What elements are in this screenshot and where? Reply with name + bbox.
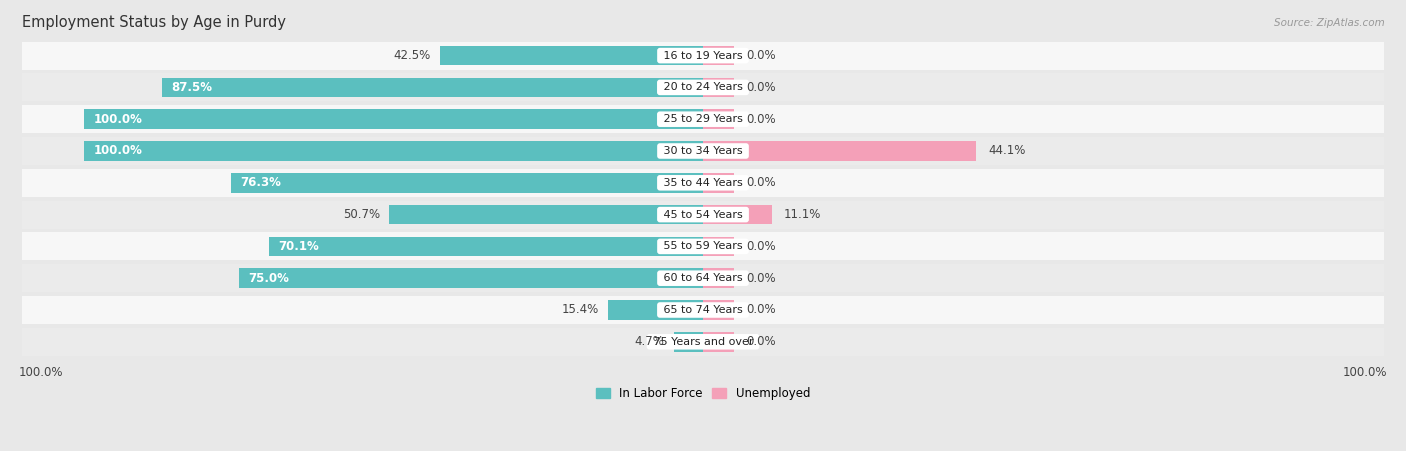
Text: 35 to 44 Years: 35 to 44 Years bbox=[659, 178, 747, 188]
Bar bbox=[703, 268, 734, 288]
Text: 11.1%: 11.1% bbox=[785, 208, 821, 221]
Text: 0.0%: 0.0% bbox=[747, 304, 776, 317]
Bar bbox=[22, 74, 1384, 101]
Text: 45 to 54 Years: 45 to 54 Years bbox=[659, 210, 747, 220]
Text: 44.1%: 44.1% bbox=[988, 144, 1025, 157]
Text: 60 to 64 Years: 60 to 64 Years bbox=[659, 273, 747, 283]
Bar bbox=[703, 236, 734, 256]
Bar bbox=[270, 236, 703, 256]
Text: 50.7%: 50.7% bbox=[343, 208, 380, 221]
Text: 65 to 74 Years: 65 to 74 Years bbox=[659, 305, 747, 315]
Text: 100.0%: 100.0% bbox=[94, 113, 142, 126]
Bar bbox=[703, 46, 734, 65]
Bar bbox=[673, 332, 703, 352]
Bar bbox=[84, 109, 703, 129]
Text: 70.1%: 70.1% bbox=[278, 240, 319, 253]
Text: 0.0%: 0.0% bbox=[747, 49, 776, 62]
Bar bbox=[162, 78, 703, 97]
Bar bbox=[22, 296, 1384, 324]
Bar bbox=[22, 137, 1384, 165]
Text: 30 to 34 Years: 30 to 34 Years bbox=[659, 146, 747, 156]
Text: 0.0%: 0.0% bbox=[747, 113, 776, 126]
Bar bbox=[703, 300, 734, 320]
Text: Employment Status by Age in Purdy: Employment Status by Age in Purdy bbox=[22, 15, 287, 30]
Text: 0.0%: 0.0% bbox=[747, 335, 776, 348]
Bar bbox=[703, 78, 734, 97]
Bar bbox=[703, 173, 734, 193]
Text: 25 to 29 Years: 25 to 29 Years bbox=[659, 114, 747, 124]
Bar bbox=[84, 141, 703, 161]
Bar bbox=[231, 173, 703, 193]
Text: 87.5%: 87.5% bbox=[172, 81, 212, 94]
Bar bbox=[389, 205, 703, 225]
Text: 0.0%: 0.0% bbox=[747, 81, 776, 94]
Text: 100.0%: 100.0% bbox=[94, 144, 142, 157]
Text: Source: ZipAtlas.com: Source: ZipAtlas.com bbox=[1274, 18, 1385, 28]
Bar bbox=[607, 300, 703, 320]
Bar bbox=[703, 141, 976, 161]
Text: 16 to 19 Years: 16 to 19 Years bbox=[659, 51, 747, 60]
Text: 75 Years and over: 75 Years and over bbox=[650, 337, 756, 347]
Text: 15.4%: 15.4% bbox=[561, 304, 599, 317]
Bar bbox=[239, 268, 703, 288]
Bar bbox=[22, 201, 1384, 229]
Bar bbox=[22, 328, 1384, 356]
Bar bbox=[703, 109, 734, 129]
Text: 75.0%: 75.0% bbox=[249, 272, 290, 285]
Bar bbox=[703, 332, 734, 352]
Text: 0.0%: 0.0% bbox=[747, 272, 776, 285]
Bar bbox=[22, 41, 1384, 69]
Text: 55 to 59 Years: 55 to 59 Years bbox=[659, 241, 747, 251]
Text: 0.0%: 0.0% bbox=[747, 176, 776, 189]
Bar bbox=[22, 169, 1384, 197]
Bar bbox=[22, 105, 1384, 133]
Text: 0.0%: 0.0% bbox=[747, 240, 776, 253]
Text: 20 to 24 Years: 20 to 24 Years bbox=[659, 83, 747, 92]
Legend: In Labor Force, Unemployed: In Labor Force, Unemployed bbox=[591, 382, 815, 405]
Text: 76.3%: 76.3% bbox=[240, 176, 281, 189]
Bar bbox=[703, 205, 772, 225]
Bar bbox=[22, 232, 1384, 260]
Bar bbox=[440, 46, 703, 65]
Bar bbox=[22, 264, 1384, 292]
Text: 4.7%: 4.7% bbox=[634, 335, 665, 348]
Text: 42.5%: 42.5% bbox=[394, 49, 430, 62]
